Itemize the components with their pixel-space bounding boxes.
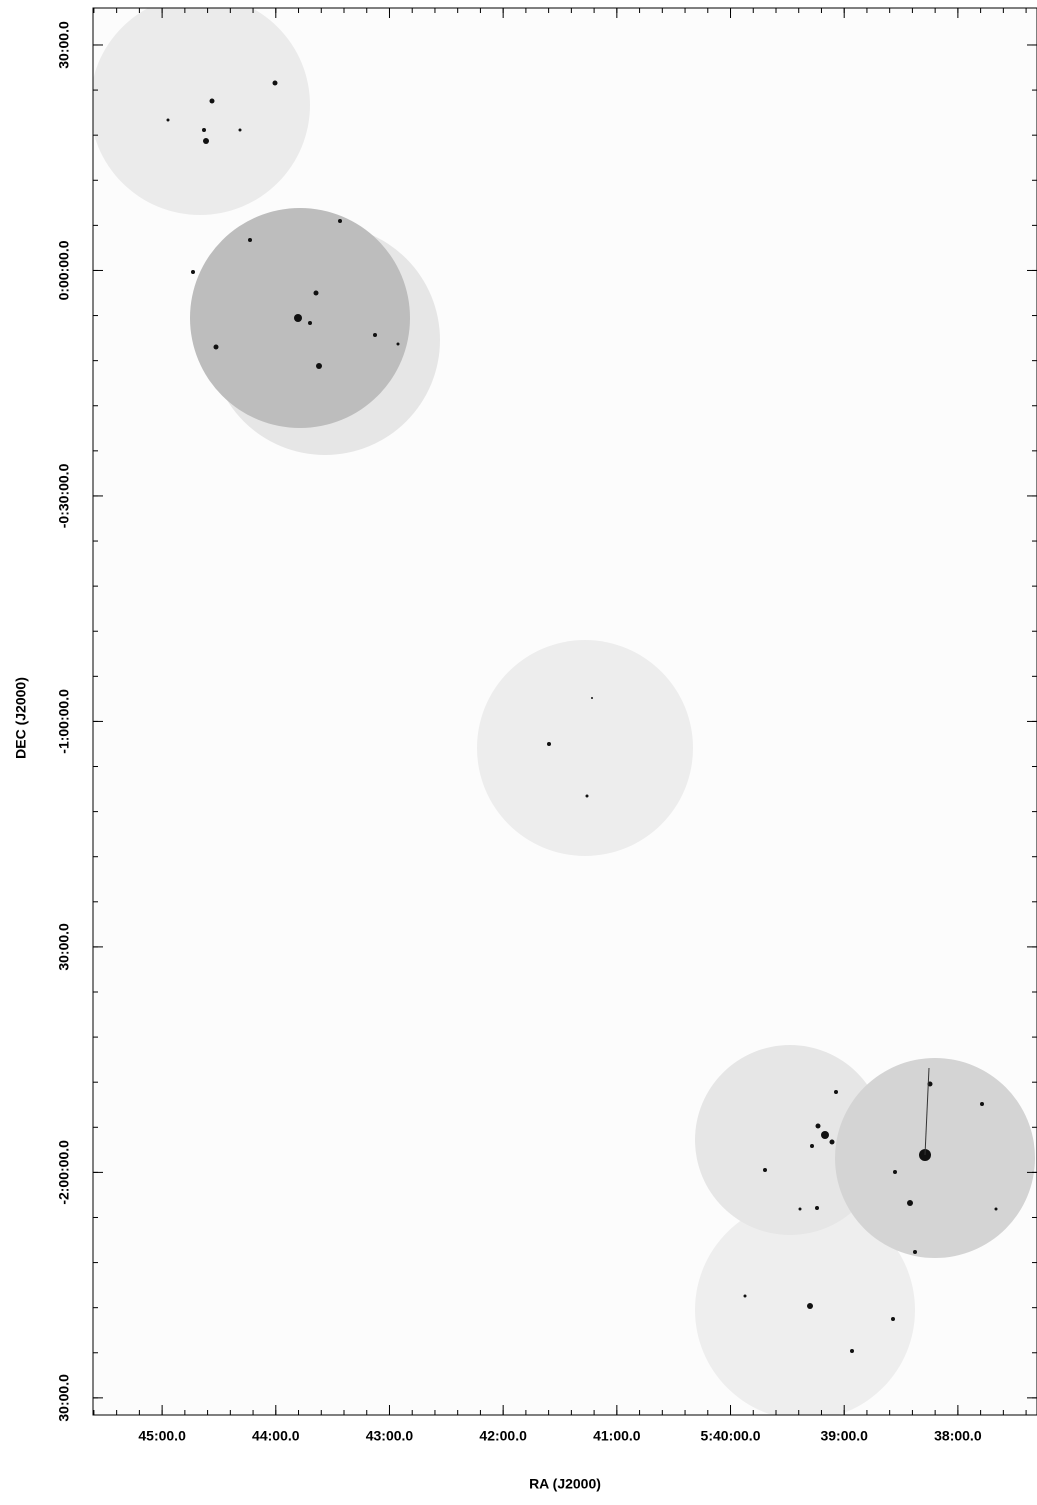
x-tick-label: 41:00.0	[593, 1428, 641, 1444]
x-tick-label: 43:00.0	[366, 1428, 414, 1444]
y-tick-label: -0:30:00.0	[56, 463, 72, 528]
y-tick-label: 30:00.0	[56, 21, 72, 69]
x-tick-label: 45:00.0	[138, 1428, 186, 1444]
x-tick-label: 38:00.0	[934, 1428, 982, 1444]
field	[90, 0, 310, 215]
x-tick-label: 42:00.0	[479, 1428, 527, 1444]
y-tick-label: -1:00:00.0	[56, 689, 72, 754]
x-tick-label: 39:00.0	[820, 1428, 868, 1444]
y-axis-label: DEC (J2000)	[13, 677, 29, 759]
x-axis-label: RA (J2000)	[529, 1476, 601, 1492]
y-tick-label: 30:00.0	[56, 923, 72, 971]
y-tick-label: 0:00:00.0	[56, 240, 72, 300]
field	[835, 1058, 1035, 1258]
field	[477, 640, 693, 856]
chart: RA (J2000) DEC (J2000) 45:00.0 44:00.0 43:…	[0, 0, 1037, 1500]
page: RA (J2000) DEC (J2000) 45:00.0 44:00.0 43:…	[0, 0, 1037, 1500]
x-tick-label: 44:00.0	[252, 1428, 300, 1444]
y-tick-label: 30:00.0	[56, 1374, 72, 1422]
x-tick-label: 5:40:00.0	[701, 1428, 761, 1444]
y-tick-label: -2:00:00.0	[56, 1140, 72, 1205]
